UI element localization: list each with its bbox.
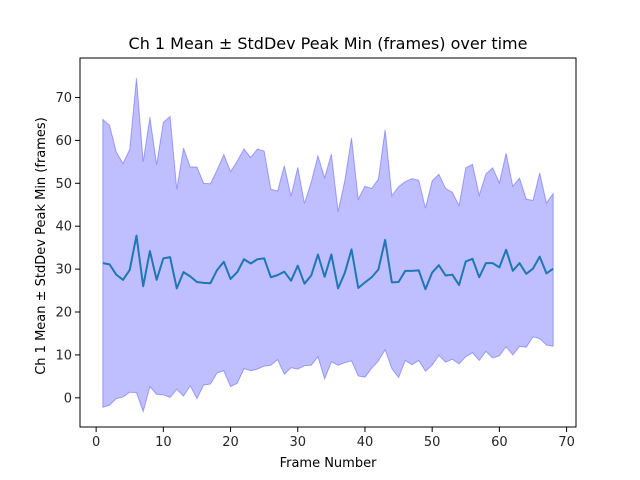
mean-point xyxy=(156,279,158,281)
mean-point xyxy=(451,274,453,276)
mean-point xyxy=(317,254,319,256)
mean-point xyxy=(438,264,440,266)
mean-point xyxy=(431,272,433,274)
y-tick-label: 40 xyxy=(55,220,72,235)
mean-point xyxy=(176,287,178,289)
mean-point xyxy=(344,272,346,274)
mean-point xyxy=(303,283,305,285)
mean-point xyxy=(102,262,104,264)
mean-point xyxy=(243,258,245,260)
mean-point xyxy=(216,269,218,271)
x-tick-label: 60 xyxy=(491,435,508,450)
mean-point xyxy=(351,248,353,250)
mean-point xyxy=(398,281,400,283)
mean-point xyxy=(377,269,379,271)
mean-point xyxy=(384,239,386,241)
mean-point xyxy=(330,254,332,256)
mean-point xyxy=(203,282,205,284)
mean-point xyxy=(297,265,299,267)
mean-point xyxy=(404,270,406,272)
x-tick-label: 50 xyxy=(424,435,441,450)
x-tick-label: 70 xyxy=(558,435,575,450)
mean-point xyxy=(223,261,225,263)
mean-point xyxy=(256,258,258,260)
mean-point xyxy=(169,256,171,258)
mean-point xyxy=(310,275,312,277)
mean-point xyxy=(283,271,285,273)
y-axis-title: Ch 1 Mean ± StdDev Peak Min (frames) xyxy=(34,117,49,375)
mean-point xyxy=(552,268,554,270)
mean-point xyxy=(357,287,359,289)
mean-point xyxy=(122,279,124,281)
y-tick-label: 0 xyxy=(64,391,72,406)
stddev-band xyxy=(102,78,554,414)
mean-point xyxy=(209,282,211,284)
x-tick-label: 40 xyxy=(357,435,374,450)
y-tick-label: 30 xyxy=(55,263,72,278)
mean-point xyxy=(391,281,393,283)
mean-point xyxy=(445,275,447,277)
mean-line xyxy=(102,234,554,291)
mean-point xyxy=(525,273,527,275)
chart-title: Ch 1 Mean ± StdDev Peak Min (frames) ove… xyxy=(129,34,528,53)
mean-point xyxy=(371,276,373,278)
mean-point xyxy=(498,266,500,268)
plot-area xyxy=(102,78,554,414)
mean-point xyxy=(263,257,265,259)
mean-point xyxy=(478,276,480,278)
mean-point xyxy=(492,262,494,264)
mean-point xyxy=(129,269,131,271)
mean-point xyxy=(485,262,487,264)
mean-point xyxy=(465,260,467,262)
x-tick-label: 10 xyxy=(155,435,172,450)
mean-point xyxy=(109,263,111,265)
mean-point xyxy=(411,270,413,272)
mean-point xyxy=(142,285,144,287)
y-tick-label: 10 xyxy=(55,348,72,363)
mean-point xyxy=(539,256,541,258)
mean-point xyxy=(424,288,426,290)
mean-point xyxy=(290,280,292,282)
mean-point xyxy=(458,284,460,286)
mean-point xyxy=(418,269,420,271)
x-tick-label: 20 xyxy=(222,435,239,450)
mean-point xyxy=(135,235,137,237)
y-tick-label: 20 xyxy=(55,306,72,321)
mean-point xyxy=(505,249,507,251)
mean-point xyxy=(149,250,151,252)
mean-point xyxy=(196,281,198,283)
mean-point xyxy=(236,271,238,273)
mean-point xyxy=(277,274,279,276)
axes: 0 10 20 30 40 50 60 70 0 10 20 30 40 50 60 70 xyxy=(55,57,577,450)
mean-point xyxy=(512,270,514,272)
plot-frame xyxy=(79,57,577,428)
mean-point xyxy=(364,281,366,283)
mean-point xyxy=(230,278,232,280)
mean-point xyxy=(545,272,547,274)
mean-point xyxy=(519,262,521,264)
mean-point xyxy=(162,257,164,259)
mean-point xyxy=(250,263,252,265)
mean-point xyxy=(532,268,534,270)
x-tick-label: 0 xyxy=(92,435,100,450)
mean-point xyxy=(183,271,185,273)
mean-point xyxy=(189,275,191,277)
y-tick-label: 60 xyxy=(55,134,72,149)
y-tick-label: 50 xyxy=(55,177,72,192)
mean-point xyxy=(324,276,326,278)
x-axis-title: Frame Number xyxy=(280,456,378,471)
y-tick-label: 70 xyxy=(55,91,72,106)
mean-point xyxy=(472,258,474,260)
mean-point xyxy=(337,287,339,289)
mean-point xyxy=(115,274,117,276)
mean-point xyxy=(270,276,272,278)
x-tick-label: 30 xyxy=(289,435,306,450)
